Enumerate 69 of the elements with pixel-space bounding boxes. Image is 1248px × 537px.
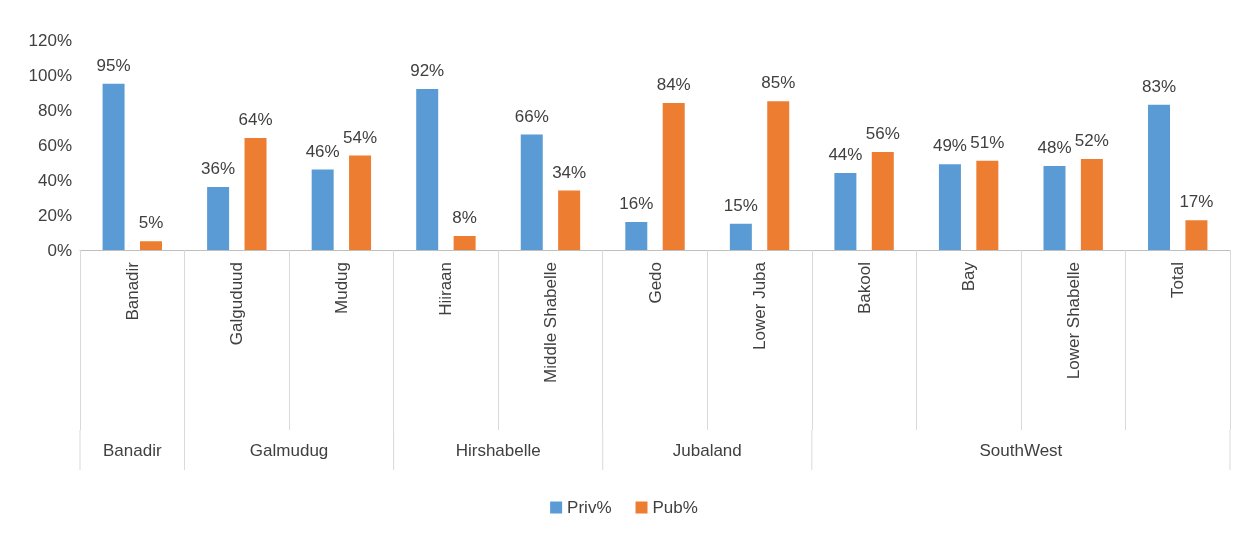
- bar: [729, 223, 752, 250]
- bar: [139, 241, 162, 250]
- data-label: 34%: [552, 162, 587, 182]
- bar: [1148, 104, 1171, 250]
- bar: [767, 101, 790, 250]
- bar: [1043, 166, 1066, 250]
- y-tick-label: 40%: [37, 170, 72, 190]
- data-label: 52%: [1074, 131, 1109, 150]
- bar: [871, 152, 894, 250]
- bar: [416, 89, 439, 250]
- data-label: 84%: [656, 75, 691, 94]
- x-tick-label: Mudug: [331, 262, 351, 314]
- x-tick-label: Hiiraan: [436, 262, 456, 316]
- data-label: 85%: [761, 73, 796, 93]
- data-label: 49%: [932, 136, 967, 156]
- y-tick-label: 100%: [28, 65, 72, 85]
- bar: [834, 173, 857, 250]
- y-tick-label: 120%: [28, 30, 72, 50]
- data-label: 5%: [138, 213, 164, 233]
- data-label: 16%: [619, 194, 654, 213]
- x-tick-label: Lower Juba: [750, 261, 770, 350]
- data-label: 92%: [410, 61, 445, 80]
- text: Hirshabelle: [455, 440, 541, 460]
- x-tick-label: Gedo: [645, 262, 665, 304]
- bar: [520, 134, 543, 250]
- data-label: 66%: [514, 106, 549, 126]
- bar: [662, 103, 685, 250]
- text: Jubaland: [672, 440, 742, 460]
- bar: [625, 222, 648, 250]
- y-tick-label: 60%: [37, 135, 72, 155]
- x-tick-label: Banadir: [122, 261, 142, 321]
- data-label: 46%: [305, 141, 340, 161]
- data-label: 44%: [828, 145, 863, 164]
- data-label: 17%: [1179, 192, 1214, 212]
- text: Galmudug: [249, 440, 329, 460]
- y-tick-label: 80%: [37, 100, 72, 120]
- x-tick-label: Galguduud: [227, 262, 247, 346]
- data-label: 95%: [96, 55, 131, 75]
- data-label: 48%: [1037, 138, 1072, 157]
- legend-label: Priv%: [567, 498, 612, 517]
- x-tick-label: Bay: [959, 261, 979, 292]
- bar: [102, 83, 125, 250]
- bar: [453, 236, 476, 250]
- data-label: 8%: [452, 208, 477, 227]
- data-label: 83%: [1142, 76, 1177, 96]
- bar: [1185, 220, 1208, 250]
- x-tick-label: Bakool: [854, 262, 874, 314]
- bar: [244, 138, 267, 250]
- data-label: 64%: [238, 110, 273, 129]
- x-tick-label: Middle Shabelle: [540, 262, 560, 383]
- x-tick-label: Lower Shabelle: [1063, 262, 1083, 380]
- bar: [311, 169, 334, 250]
- bar: [1080, 159, 1103, 250]
- bar: [558, 190, 581, 250]
- bar: [938, 164, 961, 250]
- x-tick-label: Total: [1168, 262, 1188, 298]
- text: SouthWest: [979, 440, 1063, 460]
- text: Banadir: [102, 440, 162, 460]
- data-label: 51%: [970, 132, 1005, 152]
- legend-label: Pub%: [652, 498, 698, 517]
- y-tick-label: 20%: [37, 205, 72, 225]
- y-tick-label: 0%: [47, 240, 72, 260]
- data-label: 36%: [201, 159, 236, 178]
- data-label: 15%: [723, 195, 758, 215]
- data-label: 56%: [865, 124, 900, 143]
- bar: [349, 155, 372, 250]
- data-label: 54%: [343, 127, 378, 147]
- bar: [976, 160, 999, 250]
- bar: [207, 187, 230, 250]
